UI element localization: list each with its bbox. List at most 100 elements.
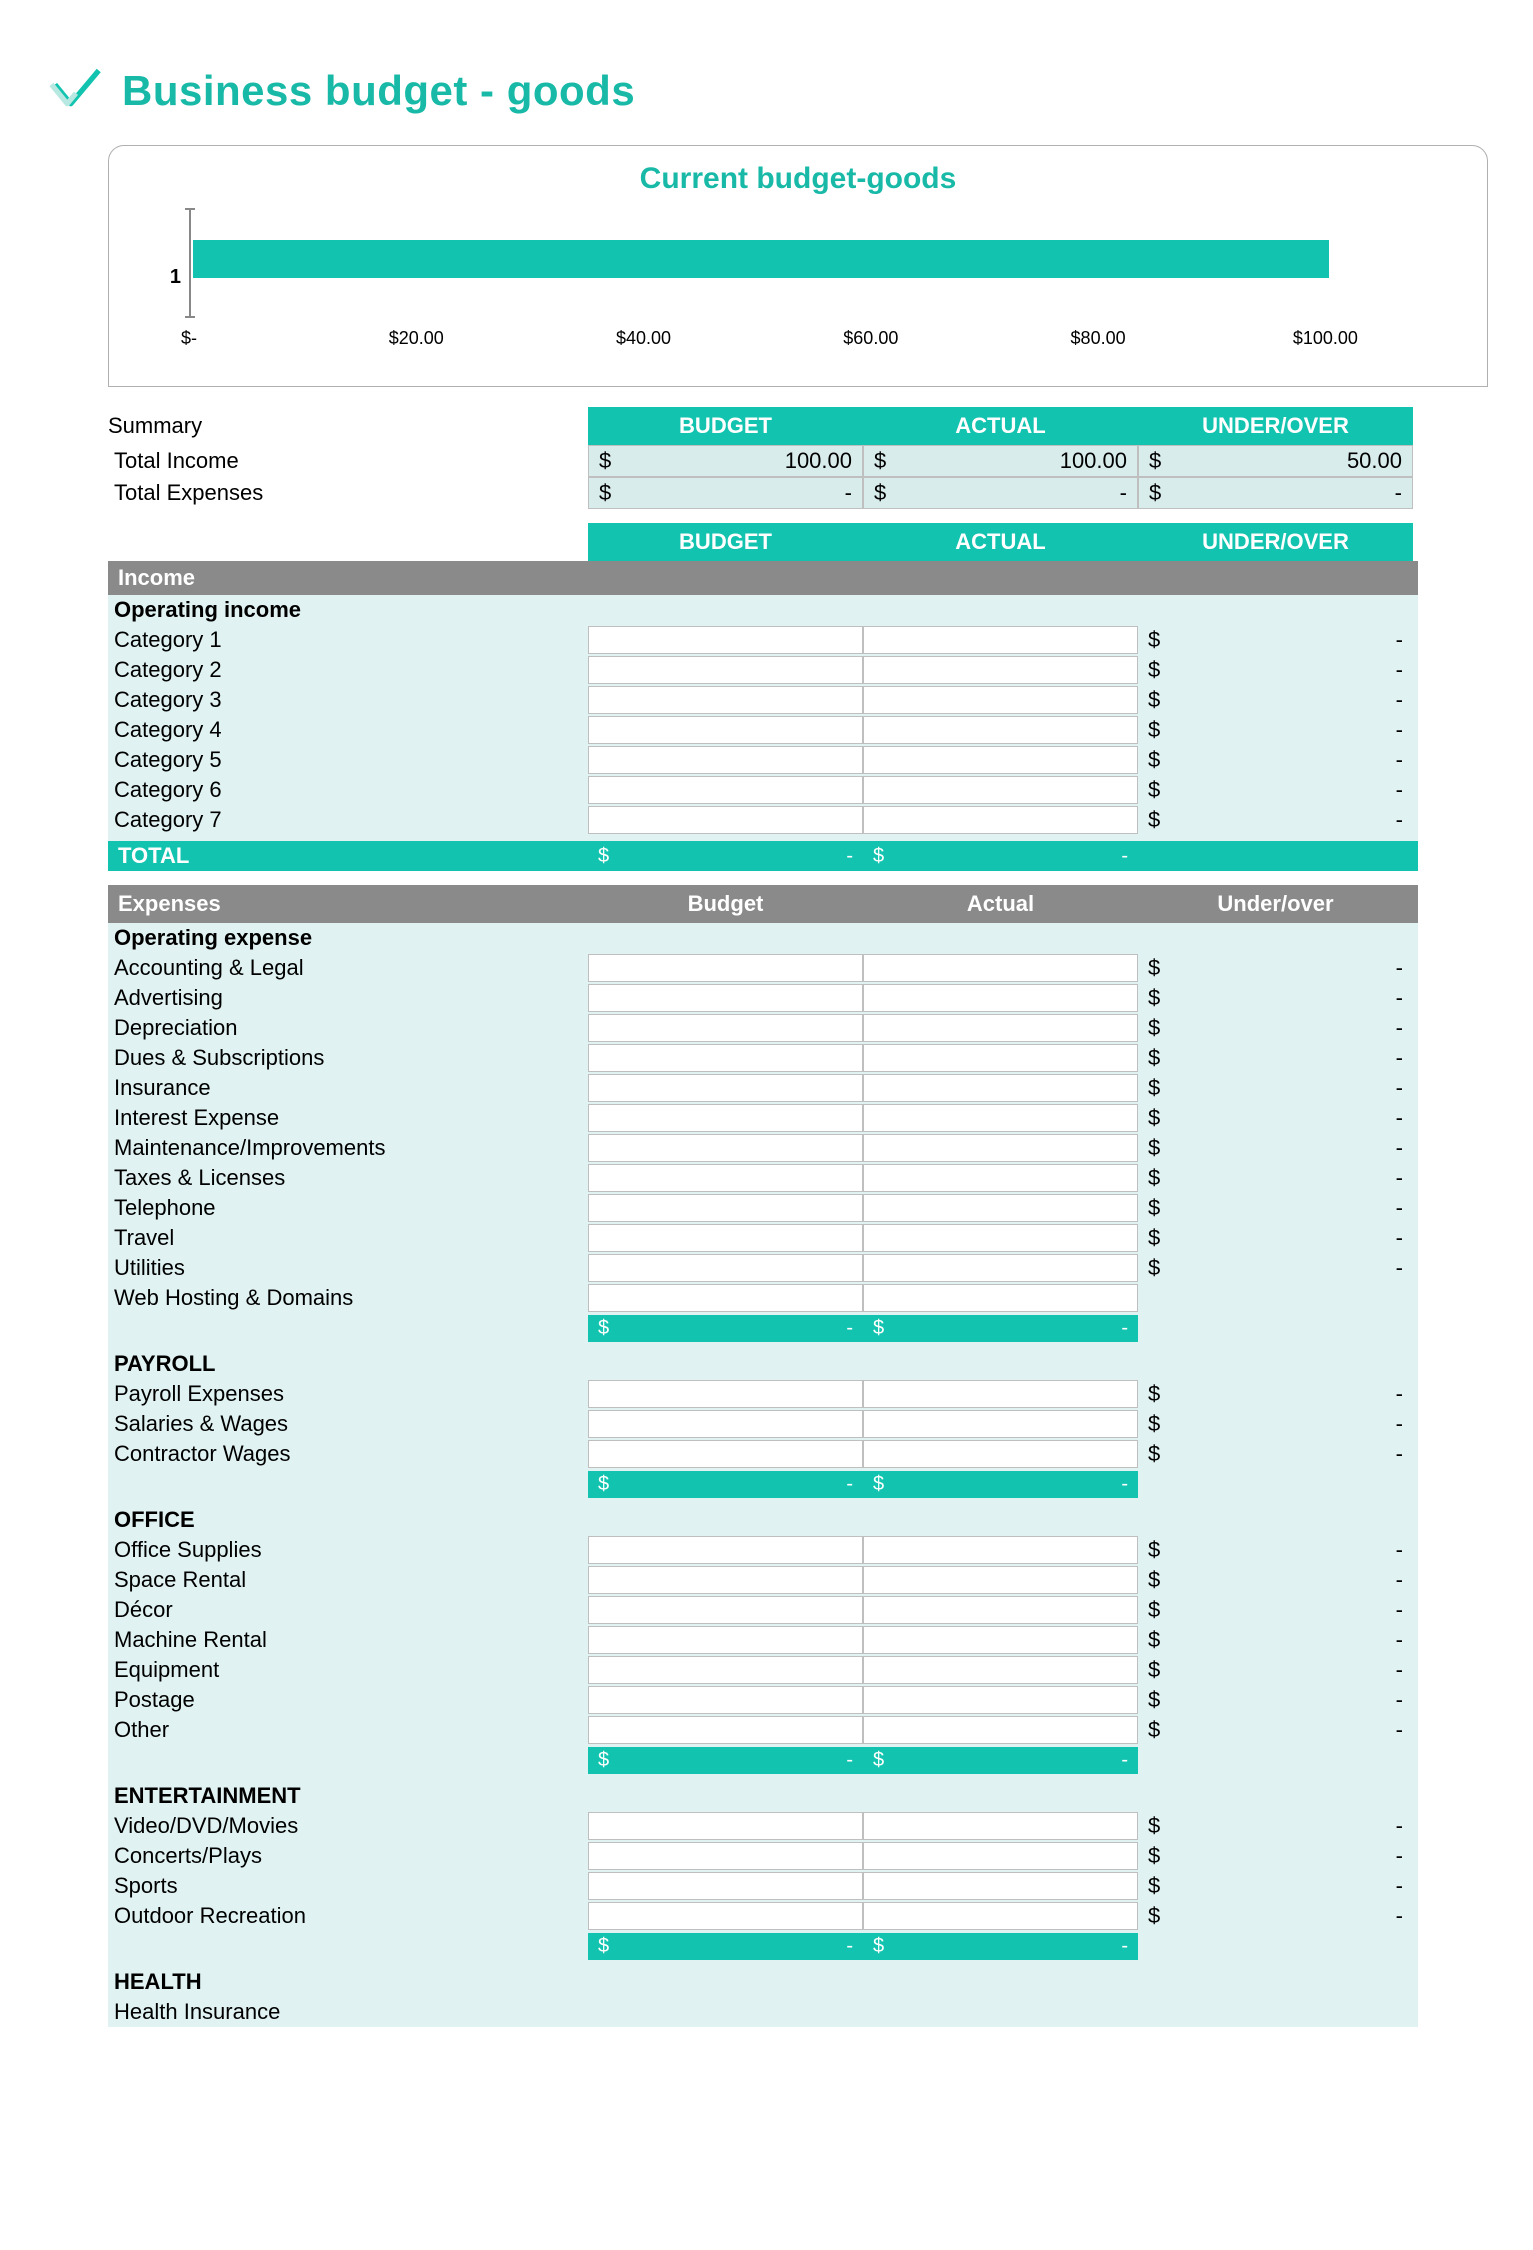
expenses-col-budget: Budget — [588, 885, 863, 923]
expense-budget-input[interactable] — [588, 1194, 863, 1222]
expense-actual-input[interactable] — [863, 1596, 1138, 1624]
expense-actual-input[interactable] — [863, 1656, 1138, 1684]
expense-budget-input[interactable] — [588, 1224, 863, 1252]
expense-budget-input[interactable] — [588, 1044, 863, 1072]
expense-budget-input[interactable] — [588, 1284, 863, 1312]
expense-budget-input[interactable] — [588, 1812, 863, 1840]
expense-item-label: Telephone — [108, 1194, 588, 1222]
expense-budget-input[interactable] — [588, 1440, 863, 1468]
expense-budget-input[interactable] — [588, 1842, 863, 1870]
expense-item-label: Sports — [108, 1872, 588, 1900]
expense-budget-input[interactable] — [588, 984, 863, 1012]
expense-item-label: Décor — [108, 1596, 588, 1624]
expense-item-label: Equipment — [108, 1656, 588, 1684]
expense-row: Interest Expense$- — [108, 1103, 1418, 1133]
expense-actual-input[interactable] — [863, 1410, 1138, 1438]
expense-actual-input[interactable] — [863, 1812, 1138, 1840]
expense-budget-input[interactable] — [588, 1686, 863, 1714]
expense-budget-input[interactable] — [588, 1254, 863, 1282]
expense-actual-input[interactable] — [863, 984, 1138, 1012]
income-budget-input[interactable] — [588, 716, 863, 744]
expense-actual-input[interactable] — [863, 1104, 1138, 1132]
expense-item-label: Salaries & Wages — [108, 1410, 588, 1438]
expense-budget-input[interactable] — [588, 1566, 863, 1594]
income-actual-input[interactable] — [863, 806, 1138, 834]
income-actual-input[interactable] — [863, 746, 1138, 774]
income-col-underover: UNDER/OVER — [1138, 523, 1413, 561]
expense-budget-input[interactable] — [588, 1134, 863, 1162]
income-total-label: TOTAL — [108, 841, 588, 871]
expense-budget-input[interactable] — [588, 1074, 863, 1102]
expense-item-label: Advertising — [108, 984, 588, 1012]
expense-underover: $- — [1138, 1103, 1413, 1133]
expense-actual-input[interactable] — [863, 1686, 1138, 1714]
expense-budget-input[interactable] — [588, 1596, 863, 1624]
income-underover: $- — [1138, 625, 1413, 655]
expense-actual-input[interactable] — [863, 954, 1138, 982]
expense-actual-input[interactable] — [863, 1014, 1138, 1042]
expense-budget-input[interactable] — [588, 1380, 863, 1408]
expense-budget-input[interactable] — [588, 1656, 863, 1684]
content: Summary BUDGET ACTUAL UNDER/OVER Total I… — [108, 407, 1418, 2027]
expense-actual-input[interactable] — [863, 1902, 1138, 1930]
expense-actual-input[interactable] — [863, 1254, 1138, 1282]
summary-underover-cell: $- — [1138, 477, 1413, 509]
expense-underover: $- — [1138, 1901, 1413, 1931]
chart-x-tick: $60.00 — [843, 328, 898, 349]
expense-actual-input[interactable] — [863, 1044, 1138, 1072]
logo-check-icon — [48, 60, 104, 121]
expense-underover: $- — [1138, 1841, 1413, 1871]
expense-row: Taxes & Licenses$- — [108, 1163, 1418, 1193]
expense-underover: $- — [1138, 1439, 1413, 1469]
income-budget-input[interactable] — [588, 626, 863, 654]
expense-actual-input[interactable] — [863, 1164, 1138, 1192]
expense-actual-input[interactable] — [863, 1566, 1138, 1594]
expense-budget-input[interactable] — [588, 954, 863, 982]
expense-actual-input[interactable] — [863, 1074, 1138, 1102]
income-budget-input[interactable] — [588, 656, 863, 684]
expense-budget-input[interactable] — [588, 1716, 863, 1744]
income-actual-input[interactable] — [863, 656, 1138, 684]
expense-actual-input[interactable] — [863, 1224, 1138, 1252]
expense-row: Web Hosting & Domains — [108, 1283, 1418, 1313]
income-actual-input[interactable] — [863, 716, 1138, 744]
expense-budget-input[interactable] — [588, 1104, 863, 1132]
income-actual-input[interactable] — [863, 686, 1138, 714]
expense-budget-input[interactable] — [588, 1902, 863, 1930]
expense-actual-input[interactable] — [863, 1134, 1138, 1162]
income-item-label: Category 4 — [108, 716, 588, 744]
income-underover: $- — [1138, 655, 1413, 685]
expense-budget-input[interactable] — [588, 1872, 863, 1900]
summary-col-actual: ACTUAL — [863, 407, 1138, 445]
expense-underover: $- — [1138, 1685, 1413, 1715]
summary-col-underover: UNDER/OVER — [1138, 407, 1413, 445]
expense-row: Office Supplies$- — [108, 1535, 1418, 1565]
expense-group-label: PAYROLL — [108, 1349, 1418, 1379]
expense-actual-input[interactable] — [863, 1284, 1138, 1312]
expense-budget-input[interactable] — [588, 1626, 863, 1654]
expense-budget-input[interactable] — [588, 1014, 863, 1042]
expense-actual-input[interactable] — [863, 1872, 1138, 1900]
expense-actual-input[interactable] — [863, 1194, 1138, 1222]
summary-col-budget: BUDGET — [588, 407, 863, 445]
expense-budget-input[interactable] — [588, 1536, 863, 1564]
expense-row: Health Insurance — [108, 1997, 1418, 2027]
expense-budget-input[interactable] — [588, 1164, 863, 1192]
income-budget-input[interactable] — [588, 776, 863, 804]
income-actual-input[interactable] — [863, 776, 1138, 804]
expense-group-label: ENTERTAINMENT — [108, 1781, 1418, 1811]
expense-actual-input[interactable] — [863, 1380, 1138, 1408]
expense-actual-input[interactable] — [863, 1842, 1138, 1870]
expense-underover: $- — [1138, 1535, 1413, 1565]
expense-actual-input[interactable] — [863, 1626, 1138, 1654]
income-budget-input[interactable] — [588, 746, 863, 774]
expense-actual-input[interactable] — [863, 1536, 1138, 1564]
expense-budget-input[interactable] — [588, 1410, 863, 1438]
income-budget-input[interactable] — [588, 806, 863, 834]
income-header-row: BUDGET ACTUAL UNDER/OVER — [108, 523, 1418, 561]
expense-actual-input[interactable] — [863, 1440, 1138, 1468]
income-budget-input[interactable] — [588, 686, 863, 714]
expense-actual-input[interactable] — [863, 1716, 1138, 1744]
income-actual-input[interactable] — [863, 626, 1138, 654]
expense-row: Postage$- — [108, 1685, 1418, 1715]
